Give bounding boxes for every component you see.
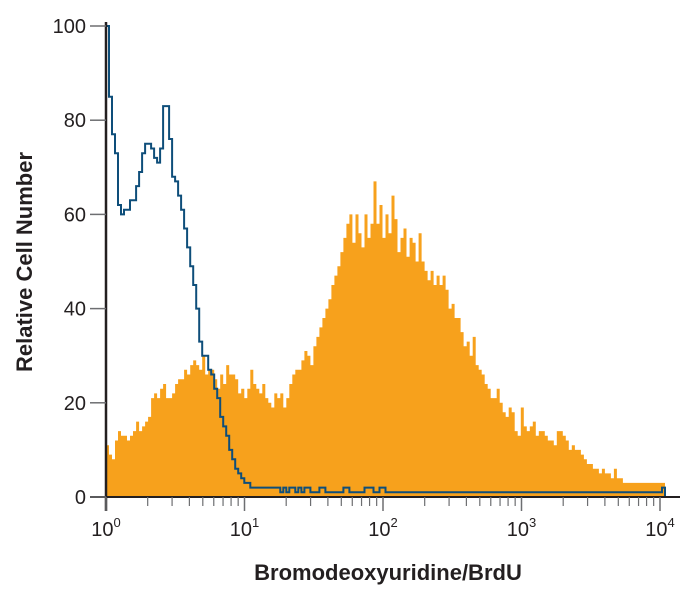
x-tick-label: 104 (645, 515, 674, 541)
x-axis-title: Bromodeoxyuridine/BrdU (254, 560, 522, 585)
y-tick-label: 100 (53, 16, 86, 38)
y-tick-label: 0 (75, 487, 86, 509)
series-layer (105, 25, 668, 498)
y-tick-label: 80 (64, 110, 86, 132)
y-tick-label: 40 (64, 299, 86, 321)
y-axis-title: Relative Cell Number (12, 152, 37, 373)
x-tick-label: 100 (91, 515, 120, 541)
axes (90, 22, 680, 511)
y-tick-label: 60 (64, 204, 86, 226)
series-filled-histogram (106, 181, 668, 497)
x-tick-label: 103 (507, 515, 536, 541)
x-tick-label: 101 (230, 515, 259, 541)
x-tick-label: 102 (368, 515, 397, 541)
y-tick-label: 20 (64, 393, 86, 415)
axis-labels: 0 20 40 60 80 100 100 101 102 103 104 (53, 16, 675, 541)
series-outline-histogram (105, 25, 668, 498)
